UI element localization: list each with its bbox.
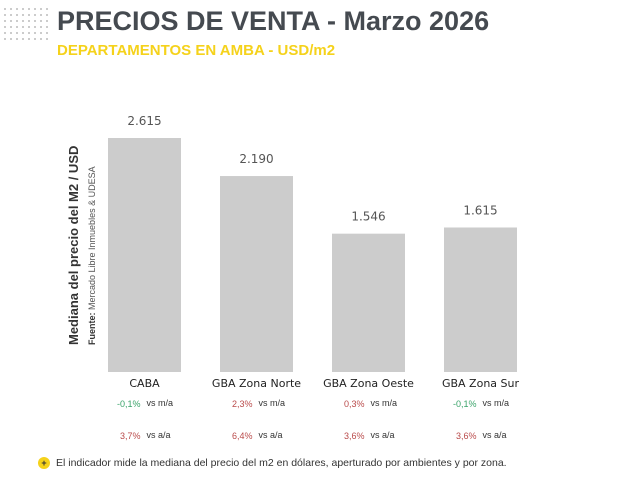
- yoy-change-value: 6,4%: [232, 431, 253, 441]
- yoy-change-value: 3,7%: [120, 431, 141, 441]
- bar-0: [108, 138, 181, 372]
- yoy-change-label: vs a/a: [147, 430, 171, 440]
- data-label: 1.546: [351, 210, 385, 224]
- plus-bullet-icon: +: [38, 457, 50, 470]
- yoy-change-value: 3,6%: [456, 431, 477, 441]
- bar-1: [220, 176, 293, 372]
- bar-2: [332, 233, 405, 372]
- footer-note-text: El indicador mide la mediana del precio …: [56, 457, 507, 469]
- yoy-change-label: vs a/a: [483, 430, 507, 440]
- mom-change-value: -0,1%: [117, 399, 141, 409]
- yoy-change-value: 3,6%: [344, 431, 365, 441]
- page-subtitle: DEPARTAMENTOS EN AMBA - USD/m2: [57, 42, 336, 59]
- bar-3: [444, 227, 517, 372]
- mom-change-value: 0,3%: [344, 399, 365, 409]
- data-label: 2.615: [127, 114, 161, 128]
- yoy-change-label: vs a/a: [259, 430, 283, 440]
- mom-change-label: vs m/a: [259, 398, 286, 408]
- yoy-change-label: vs a/a: [371, 430, 395, 440]
- mom-change-value: -0,1%: [453, 399, 477, 409]
- mom-change-label: vs m/a: [483, 398, 510, 408]
- data-label: 1.615: [463, 203, 497, 217]
- footer-note: + El indicador mide la mediana del precio…: [38, 457, 507, 470]
- x-tick-label: GBA Zona Norte: [212, 377, 301, 390]
- x-tick-label: GBA Zona Oeste: [323, 377, 414, 390]
- decorative-dots: [2, 6, 48, 40]
- page-title: PRECIOS DE VENTA - Marzo 2026: [57, 6, 490, 36]
- mom-change-label: vs m/a: [371, 398, 398, 408]
- mom-change-label: vs m/a: [147, 398, 174, 408]
- x-tick-label: GBA Zona Sur: [442, 377, 520, 390]
- mom-change-value: 2,3%: [232, 399, 253, 409]
- data-label: 2.190: [239, 152, 273, 166]
- x-tick-label: CABA: [129, 377, 160, 390]
